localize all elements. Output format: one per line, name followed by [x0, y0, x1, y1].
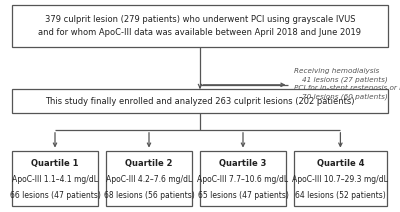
Text: ApoC-III 7.7–10.6 mg/dL: ApoC-III 7.7–10.6 mg/dL — [198, 175, 288, 184]
Text: ApoC-III 10.7–29.3 mg/dL: ApoC-III 10.7–29.3 mg/dL — [292, 175, 388, 184]
Text: 64 lesions (52 patients): 64 lesions (52 patients) — [295, 191, 386, 200]
Text: Receiving hemodialysis: Receiving hemodialysis — [294, 68, 379, 74]
Text: 65 lesions (47 patients): 65 lesions (47 patients) — [198, 191, 288, 200]
Text: ApoC-III 4.2–7.6 mg/dL: ApoC-III 4.2–7.6 mg/dL — [106, 175, 192, 184]
Text: ApoC-III 1.1–4.1 mg/dL: ApoC-III 1.1–4.1 mg/dL — [12, 175, 98, 184]
Text: PCI for in-stent restenosis or bypass graft stenosis: PCI for in-stent restenosis or bypass gr… — [294, 85, 400, 91]
FancyBboxPatch shape — [106, 151, 192, 206]
FancyBboxPatch shape — [294, 151, 387, 206]
FancyBboxPatch shape — [12, 89, 388, 113]
Text: Quartile 4: Quartile 4 — [317, 159, 364, 168]
Text: 41 lesions (27 patients): 41 lesions (27 patients) — [302, 76, 388, 83]
Text: This study finally enrolled and analyzed 263 culprit lesions (202 patients): This study finally enrolled and analyzed… — [45, 97, 355, 106]
FancyBboxPatch shape — [12, 151, 98, 206]
Text: 379 culprit lesion (279 patients) who underwent PCI using grayscale IVUS
and for: 379 culprit lesion (279 patients) who un… — [38, 15, 362, 37]
Text: Quartile 1: Quartile 1 — [31, 159, 79, 168]
Text: 68 lesions (56 patients): 68 lesions (56 patients) — [104, 191, 194, 200]
Text: 70 lesions (60 patients): 70 lesions (60 patients) — [302, 93, 388, 100]
Text: Quartile 3: Quartile 3 — [219, 159, 267, 168]
FancyBboxPatch shape — [200, 151, 286, 206]
FancyBboxPatch shape — [12, 5, 388, 47]
Text: Quartile 2: Quartile 2 — [125, 159, 173, 168]
Text: 66 lesions (47 patients): 66 lesions (47 patients) — [10, 191, 100, 200]
